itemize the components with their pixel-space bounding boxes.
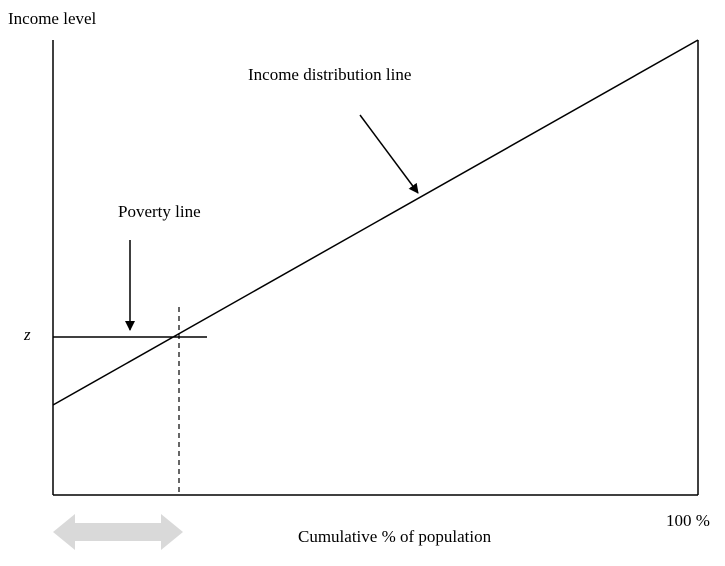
x-axis-label: Cumulative % of population (298, 527, 492, 546)
y-axis-label: Income level (8, 9, 97, 28)
income-distribution-line (52, 39, 699, 406)
x-axis-end-label: 100 % (666, 511, 710, 530)
poverty-symbol: z (23, 325, 31, 344)
distribution-arrow (359, 114, 419, 194)
poverty-label: Poverty line (118, 202, 201, 221)
double-arrow (53, 514, 183, 550)
distribution-label: Income distribution line (248, 65, 411, 84)
